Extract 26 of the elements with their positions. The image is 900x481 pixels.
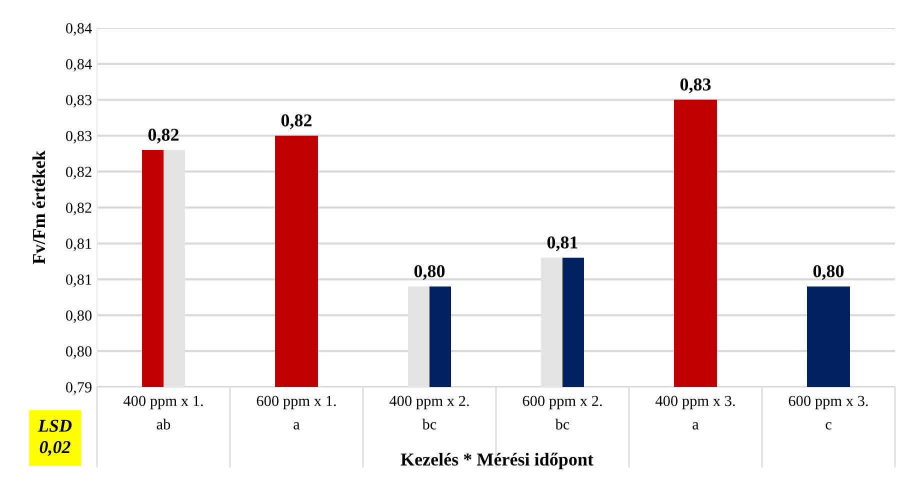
x-tick-label: 400 ppm x 3. a xyxy=(655,396,735,430)
y-tick-label: 0,80 xyxy=(66,310,92,323)
data-label: 0,82 xyxy=(281,114,312,130)
y-tick-label: 0,84 xyxy=(66,59,92,72)
x-tick-label: 400 ppm x 2. bc xyxy=(389,396,469,430)
y-tick-label: 0,81 xyxy=(66,238,92,252)
x-tick-label: 600 ppm x 1. a xyxy=(256,396,336,430)
y-tick-label: 0,83 xyxy=(66,94,92,108)
y-tick-label: 0,80 xyxy=(66,346,92,359)
y-tick-label: 0,83 xyxy=(66,130,92,144)
text: LSD 0,02 xyxy=(38,420,72,456)
x-tick-label: 600 ppm x 2. bc xyxy=(522,396,602,430)
y-tick-label: 0,84 xyxy=(66,23,92,36)
data-label: 0,83 xyxy=(680,78,711,94)
y-axis-title: Fv/Fm értékek xyxy=(32,150,46,264)
x-tick-label: 400 ppm x 1. ab xyxy=(123,396,203,430)
x-tick-label: 600 ppm x 3. c xyxy=(788,396,868,430)
y-tick-label: 0,82 xyxy=(66,202,92,216)
y-tick-label: 0,79 xyxy=(66,382,92,395)
y-tick-label: 0,81 xyxy=(66,274,92,287)
data-label: 0,80 xyxy=(813,265,844,280)
data-label: 0,82 xyxy=(148,128,179,144)
data-label: 0,80 xyxy=(414,265,445,280)
x-axis-title: Kezelés * Mérési időpont xyxy=(400,452,594,470)
y-tick-label: 0,82 xyxy=(66,166,92,180)
data-label: 0,81 xyxy=(547,236,578,252)
